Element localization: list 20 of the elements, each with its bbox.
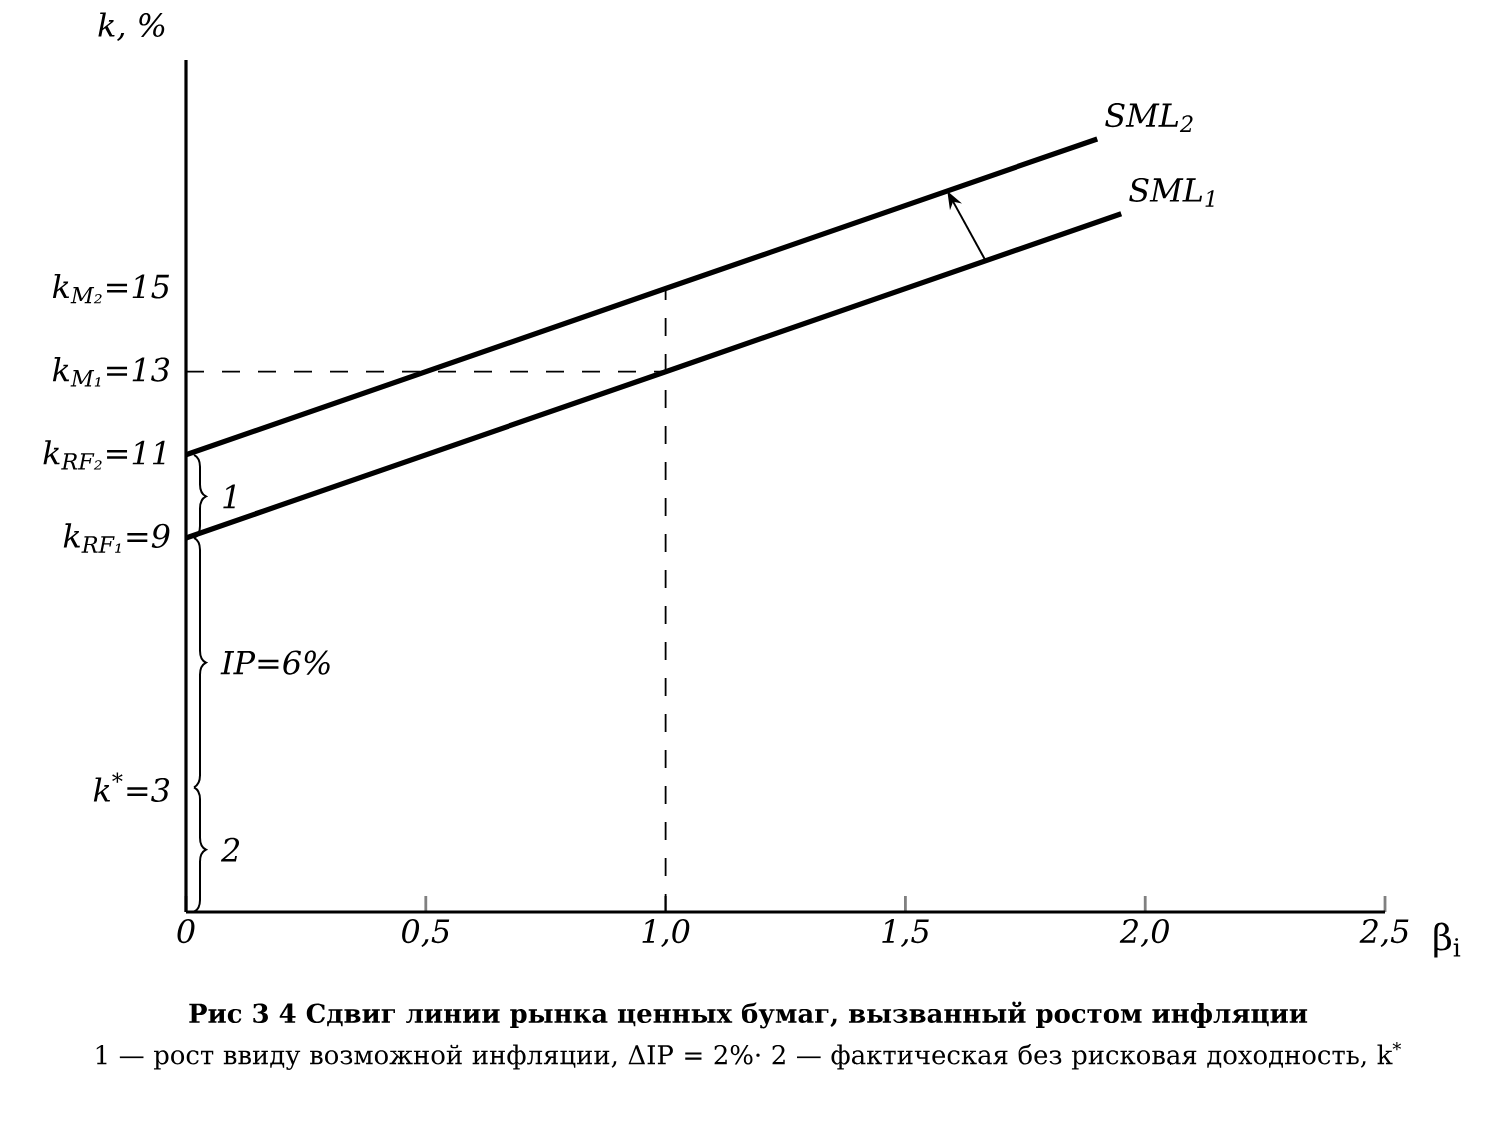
y-tick-label: k$^{*}$=3 — [93, 772, 170, 803]
x-tick-label: 2,0 — [1119, 919, 1169, 948]
series-label: SML$_{2}$ — [1105, 103, 1193, 132]
annotation: IP=6% — [220, 650, 330, 675]
x-tick-label: 1,5 — [882, 919, 929, 948]
text: Рис 3 4 Сдвиг линии рынка ценных бумаг, вызванный ростом инфляции — [189, 1001, 1308, 1029]
y-tick-label: k$_{RF₂}$=11 — [43, 440, 165, 470]
annotation: 1 — [223, 484, 236, 509]
y-tick-label: k$_{M₂}$=15 — [52, 273, 170, 304]
series-label: SML$_{1}$ — [1129, 177, 1214, 207]
y-tick-label: k$_{M₁}$=13 — [52, 357, 170, 387]
x-axis-title: β$_{i}$ — [1434, 922, 1461, 958]
annotation: 2 — [220, 837, 240, 862]
text: 1 — рост ввиду возможной инфляции, ΔIP = 2%· 2 — фактическая без рисковая доходность, k$^{*}$ — [96, 1042, 1402, 1070]
x-tick-label: 2,5 — [1359, 919, 1409, 948]
x-tick-label: 1,0 — [642, 919, 690, 948]
y-tick-label: k$_{RF₁}$=9 — [63, 523, 170, 553]
x-tick-label: 0,5 — [402, 919, 450, 948]
y-axis-title: k, % — [98, 12, 165, 41]
x-tick-label: 0 — [177, 919, 195, 944]
